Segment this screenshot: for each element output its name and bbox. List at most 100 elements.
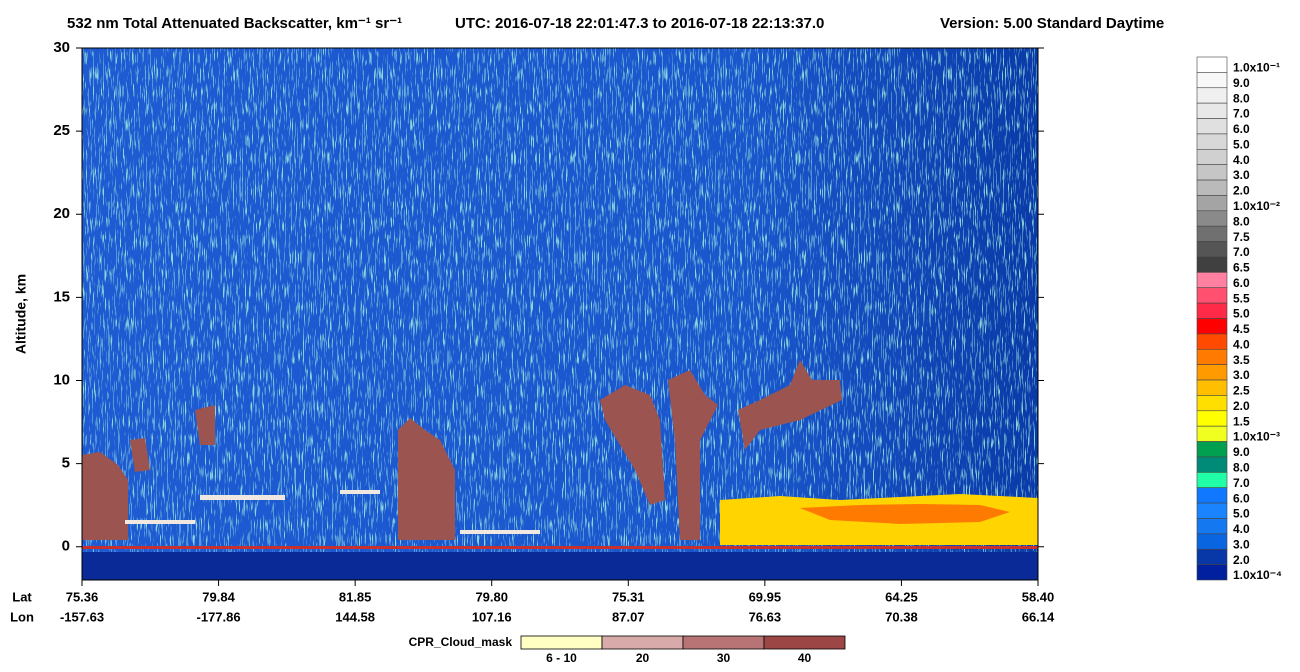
cpr-legend-title: CPR_Cloud_mask (409, 635, 513, 649)
y-tick-label: 10 (53, 371, 70, 388)
colorbar-box (1196, 441, 1228, 458)
x-tick-label: 75.31 (612, 589, 645, 604)
colorbar-box (1196, 164, 1228, 181)
colorbar-label: 9.0 (1233, 76, 1250, 90)
colorbar-box (1196, 456, 1228, 473)
colorbar-box (1196, 72, 1228, 89)
x-tick-label: 144.58 (335, 609, 375, 624)
colorbar-box (1196, 195, 1228, 212)
cpr-legend-label: 30 (717, 651, 731, 665)
colorbar-box (1196, 179, 1228, 196)
colorbar-label: 8.0 (1233, 91, 1250, 105)
colorbar-box (1196, 302, 1228, 319)
colorbar-label: 5.0 (1233, 137, 1250, 151)
x-tick-label: -157.63 (60, 609, 104, 624)
thin-layers (125, 490, 540, 534)
cpr-legend-box (601, 635, 684, 650)
x-tick-label: 75.36 (66, 589, 99, 604)
x-tick-label: 64.25 (885, 589, 918, 604)
cpr-legend-label: 40 (798, 651, 812, 665)
x-tick-label: -177.86 (197, 609, 241, 624)
colorbar-label: 5.5 (1233, 291, 1250, 305)
colorbar-label: 4.0 (1233, 153, 1250, 167)
x-tick-label: 81.85 (339, 589, 372, 604)
cpr-clouds (82, 360, 842, 540)
colorbar-label: 6.0 (1233, 491, 1250, 505)
colorbar-label: 2.0 (1233, 184, 1250, 198)
x-tick-label: 79.80 (475, 589, 508, 604)
colorbar-label: 3.5 (1233, 353, 1250, 367)
colorbar-box (1196, 148, 1228, 165)
colorbar-box (1196, 272, 1228, 289)
colorbar-box (1196, 87, 1228, 104)
cpr-legend-label: 6 - 10 (546, 651, 577, 665)
colorbar-box (1196, 256, 1228, 273)
cpr-legend-box (763, 635, 846, 650)
surface-line (82, 546, 1038, 549)
cpr-legend-box (682, 635, 765, 650)
colorbar-box (1196, 410, 1228, 427)
backscatter-image (82, 48, 1038, 580)
colorbar-label: 5.0 (1233, 507, 1250, 521)
colorbar-label: 1.0x10⁻⁴ (1233, 568, 1282, 582)
y-tick-label: 25 (53, 122, 70, 139)
colorbar-label: 1.0x10⁻³ (1233, 430, 1280, 444)
colorbar-label: 8.0 (1233, 214, 1250, 228)
x-row-name: Lon (10, 609, 34, 624)
colorbar-box (1196, 533, 1228, 550)
colorbar-label: 6.5 (1233, 261, 1250, 275)
colorbar-label: 3.0 (1233, 168, 1250, 182)
surface-layer (82, 552, 1038, 580)
x-tick-label: 76.63 (749, 609, 782, 624)
colorbar-label: 1.5 (1233, 414, 1250, 428)
colorbar-box (1196, 518, 1228, 535)
colorbar-label: 7.0 (1233, 107, 1250, 121)
y-axis-label: Altitude, km (13, 274, 29, 354)
colorbar-box (1196, 225, 1228, 242)
colorbar-box (1196, 56, 1228, 73)
colorbar-box (1196, 364, 1228, 381)
colorbar-label: 7.0 (1233, 245, 1250, 259)
colorbar-label: 5.0 (1233, 307, 1250, 321)
cpr-legend-label: 20 (636, 651, 650, 665)
x-tick-label: 69.95 (749, 589, 782, 604)
y-tick-label: 5 (62, 455, 70, 472)
colorbar-box (1196, 425, 1228, 442)
colorbar-box (1196, 241, 1228, 258)
y-tick-label: 20 (53, 205, 70, 222)
low-cloud-core (800, 504, 1010, 524)
colorbar-box (1196, 333, 1228, 350)
version: Version: 5.00 Standard Daytime (940, 15, 1164, 32)
colorbar-label: 4.0 (1233, 522, 1250, 536)
y-tick-label: 15 (53, 288, 70, 305)
x-tick-label: 58.40 (1022, 589, 1055, 604)
colorbar-box (1196, 472, 1228, 489)
colorbar-box (1196, 502, 1228, 519)
x-tick-label: 79.84 (202, 589, 235, 604)
colorbar-label: 6.0 (1233, 276, 1250, 290)
colorbar-box (1196, 318, 1228, 335)
colorbar-box (1196, 548, 1228, 565)
colorbar-label: 1.0x10⁻¹ (1233, 61, 1280, 75)
cpr-legend-box (520, 635, 603, 650)
colorbar-box (1196, 564, 1228, 581)
colorbar-label: 6.0 (1233, 122, 1250, 136)
x-row-name: Lat (12, 589, 32, 604)
colorbar-box (1196, 487, 1228, 504)
x-tick-label: 107.16 (472, 609, 512, 624)
colorbar-box (1196, 210, 1228, 227)
colorbar-label: 7.0 (1233, 476, 1250, 490)
colorbar-label: 8.0 (1233, 460, 1250, 474)
colorbar-label: 2.0 (1233, 399, 1250, 413)
colorbar-box (1196, 379, 1228, 396)
chart-title: 532 nm Total Attenuated Backscatter, km⁻… (67, 15, 402, 32)
colorbar-label: 4.5 (1233, 322, 1250, 336)
x-tick-label: 66.14 (1022, 609, 1055, 624)
y-tick-label: 30 (53, 39, 70, 56)
colorbar-box (1196, 395, 1228, 412)
colorbar-label: 1.0x10⁻² (1233, 199, 1280, 213)
y-tick-label: 0 (62, 538, 70, 555)
colorbar-label: 3.0 (1233, 368, 1250, 382)
colorbar-box (1196, 133, 1228, 150)
